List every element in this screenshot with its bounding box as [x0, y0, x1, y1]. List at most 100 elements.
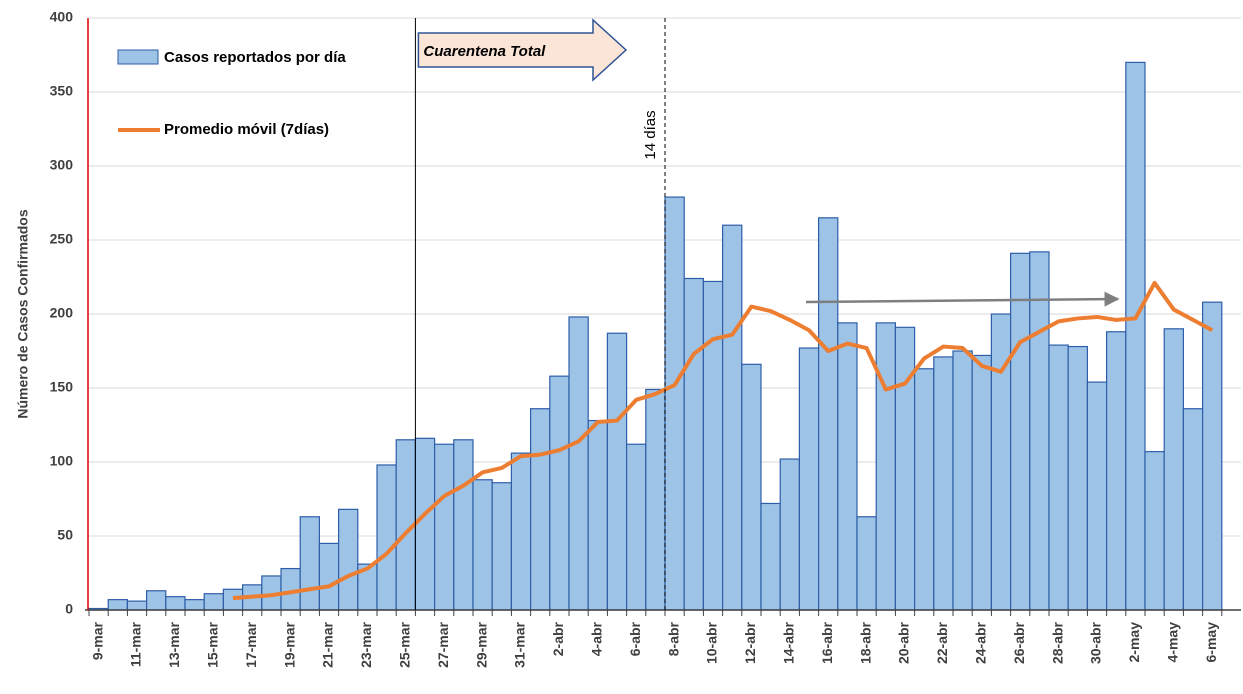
x-tick-label: 16-abr: [819, 621, 835, 664]
y-tick-label: 350: [50, 83, 74, 99]
bar: [664, 196, 685, 611]
x-tick-label: 27-mar: [435, 621, 451, 667]
bar: [1105, 331, 1127, 611]
x-tick-label: 22-abr: [934, 621, 950, 664]
annotation: 14 días: [642, 110, 659, 159]
bar: [913, 368, 935, 611]
quarantine-arrow: [417, 18, 628, 82]
x-tick-label: 20-abr: [896, 621, 912, 664]
x-tick-label: 6-may: [1203, 622, 1219, 663]
bar: [971, 354, 993, 611]
y-axis-label: Número de Casos Confirmados: [15, 209, 31, 418]
y-tick-label: 200: [50, 305, 74, 321]
y-tick-label: 250: [50, 231, 74, 247]
bar: [510, 452, 532, 611]
bar: [184, 599, 205, 611]
bar: [779, 458, 801, 611]
bar: [1067, 345, 1088, 611]
bar: [529, 408, 551, 611]
bar: [338, 508, 359, 611]
x-tick-label: 30-abr: [1088, 621, 1104, 664]
bar: [606, 332, 628, 611]
bar: [1086, 381, 1108, 611]
legend-swatch: [117, 49, 159, 65]
x-tick-label: 31-mar: [512, 621, 528, 667]
bar: [1048, 344, 1069, 611]
bar: [817, 217, 839, 611]
x-tick-label: 4-may: [1165, 622, 1181, 663]
bar: [721, 224, 743, 611]
x-tick-label: 19-mar: [281, 621, 297, 667]
x-tick-label: 23-mar: [358, 621, 374, 667]
bar: [702, 280, 724, 611]
bar: [683, 277, 705, 611]
x-tick-label: 28-abr: [1049, 621, 1065, 664]
bar: [1009, 252, 1031, 611]
annotation: Cuarentena Total: [423, 43, 546, 60]
bar: [625, 443, 647, 611]
bar: [1201, 301, 1223, 611]
bar: [952, 350, 973, 611]
x-tick-label: 14-abr: [781, 621, 797, 664]
bar: [875, 322, 897, 611]
x-tick-label: 21-mar: [320, 621, 336, 667]
moving-average-line: [232, 280, 1214, 601]
bar: [491, 482, 513, 611]
bar: [318, 542, 340, 611]
bar: [549, 375, 570, 611]
legend-label: Casos reportados por día: [164, 49, 346, 66]
y-tick-label: 400: [50, 9, 74, 25]
x-tick-label: 8-abr: [665, 621, 681, 656]
x-tick-label: 2-abr: [550, 621, 566, 656]
y-tick-label: 50: [57, 527, 73, 543]
x-tick-label: 11-mar: [128, 621, 144, 667]
x-tick-label: 13-mar: [166, 621, 182, 667]
x-tick-label: 26-abr: [1011, 621, 1027, 664]
legend-label: Promedio móvil (7días): [164, 121, 329, 138]
y-tick-label: 0: [65, 601, 73, 617]
y-tick-label: 300: [50, 157, 74, 173]
bar: [434, 443, 455, 611]
x-tick-label: 10-abr: [704, 621, 720, 664]
bar: [299, 516, 321, 611]
x-tick-label: 4-abr: [589, 621, 605, 656]
bar: [414, 437, 436, 611]
bar: [107, 599, 128, 611]
bar: [203, 593, 224, 611]
bar: [568, 316, 589, 611]
x-tick-label: 24-abr: [973, 621, 989, 664]
bar: [760, 502, 781, 611]
x-tick-label: 9-mar: [89, 621, 105, 660]
x-tick-label: 29-mar: [473, 621, 489, 667]
bar: [165, 596, 186, 611]
bar: [894, 326, 916, 611]
bar: [1125, 61, 1146, 611]
bar: [453, 439, 474, 611]
x-tick-label: 6-abr: [627, 621, 643, 656]
x-tick-label: 17-mar: [243, 621, 259, 667]
y-tick-label: 150: [50, 379, 74, 395]
trend-arrow: [805, 291, 1120, 307]
bar: [472, 479, 493, 611]
bar: [126, 600, 148, 611]
bar: [837, 322, 858, 611]
bar: [856, 516, 877, 611]
bar: [587, 419, 609, 611]
bar: [146, 590, 167, 611]
x-tick-label: 12-abr: [742, 621, 758, 664]
x-tick-label: 25-mar: [397, 621, 413, 667]
bar: [645, 388, 666, 611]
x-tick-label: 15-mar: [205, 621, 221, 667]
bar: [1144, 451, 1165, 611]
y-tick-label: 100: [50, 453, 74, 469]
bar: [1029, 251, 1050, 611]
x-tick-label: 2-may: [1126, 622, 1142, 663]
x-tick-label: 18-abr: [857, 621, 873, 664]
bar: [933, 356, 954, 611]
bar: [376, 464, 397, 611]
bar: [1182, 408, 1204, 611]
bar: [1163, 328, 1184, 611]
bar: [798, 347, 820, 611]
bar: [741, 363, 762, 611]
